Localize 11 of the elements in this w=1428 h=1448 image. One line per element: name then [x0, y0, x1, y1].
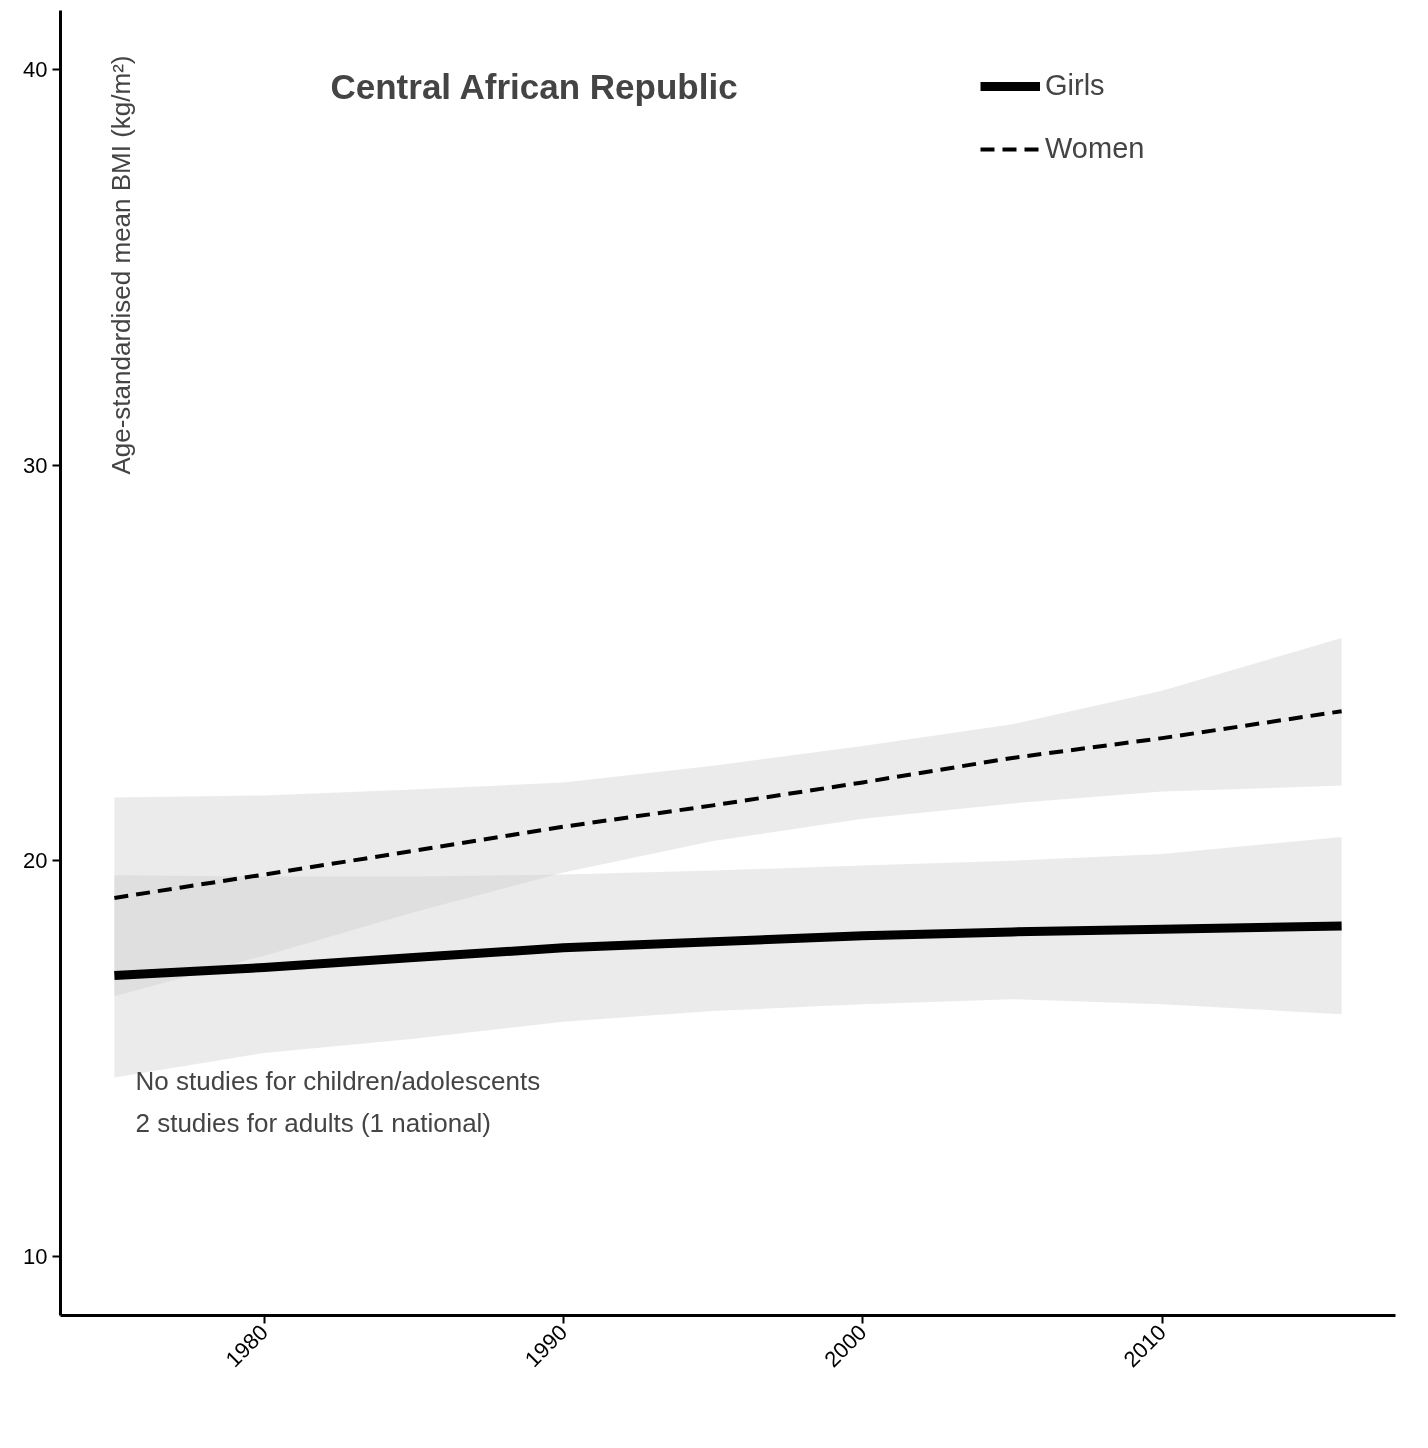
text: Central African Republic [330, 66, 738, 106]
line-series [112, 709, 1344, 900]
y-axis-title: Age-standardised mean BMI (kg/m²) [105, 55, 136, 475]
annotation: 2 studies for adults (1 national) [135, 1107, 492, 1138]
y-tick-label: 10 [23, 1243, 48, 1269]
legend-label: Women [1045, 132, 1145, 165]
y-tick-label: 20 [23, 848, 48, 874]
annotation: No studies for children/adolescents [135, 1065, 541, 1096]
legend-label: Girls [1045, 69, 1105, 102]
y-tick-label: 30 [23, 452, 48, 478]
y-tick-label: 40 [23, 57, 48, 83]
